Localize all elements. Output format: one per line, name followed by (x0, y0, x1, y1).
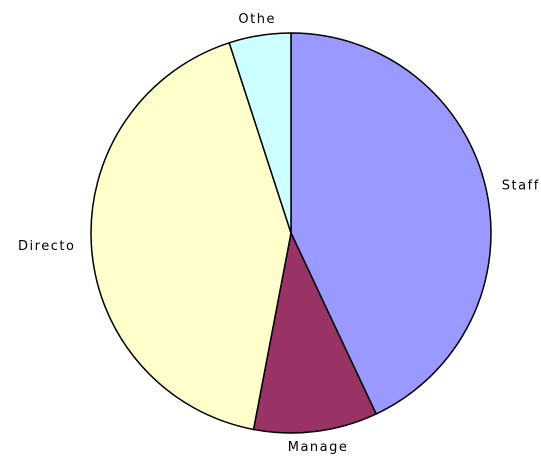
slice-label: Directo (18, 239, 75, 254)
pie-slice (252, 230, 378, 434)
pie-slice (228, 32, 292, 234)
slice-label: Manage (288, 440, 349, 455)
pie-slice (90, 41, 292, 431)
pie-slice (290, 32, 492, 415)
slice-label: Othe (238, 12, 276, 27)
slice-label: Staff (502, 178, 540, 193)
